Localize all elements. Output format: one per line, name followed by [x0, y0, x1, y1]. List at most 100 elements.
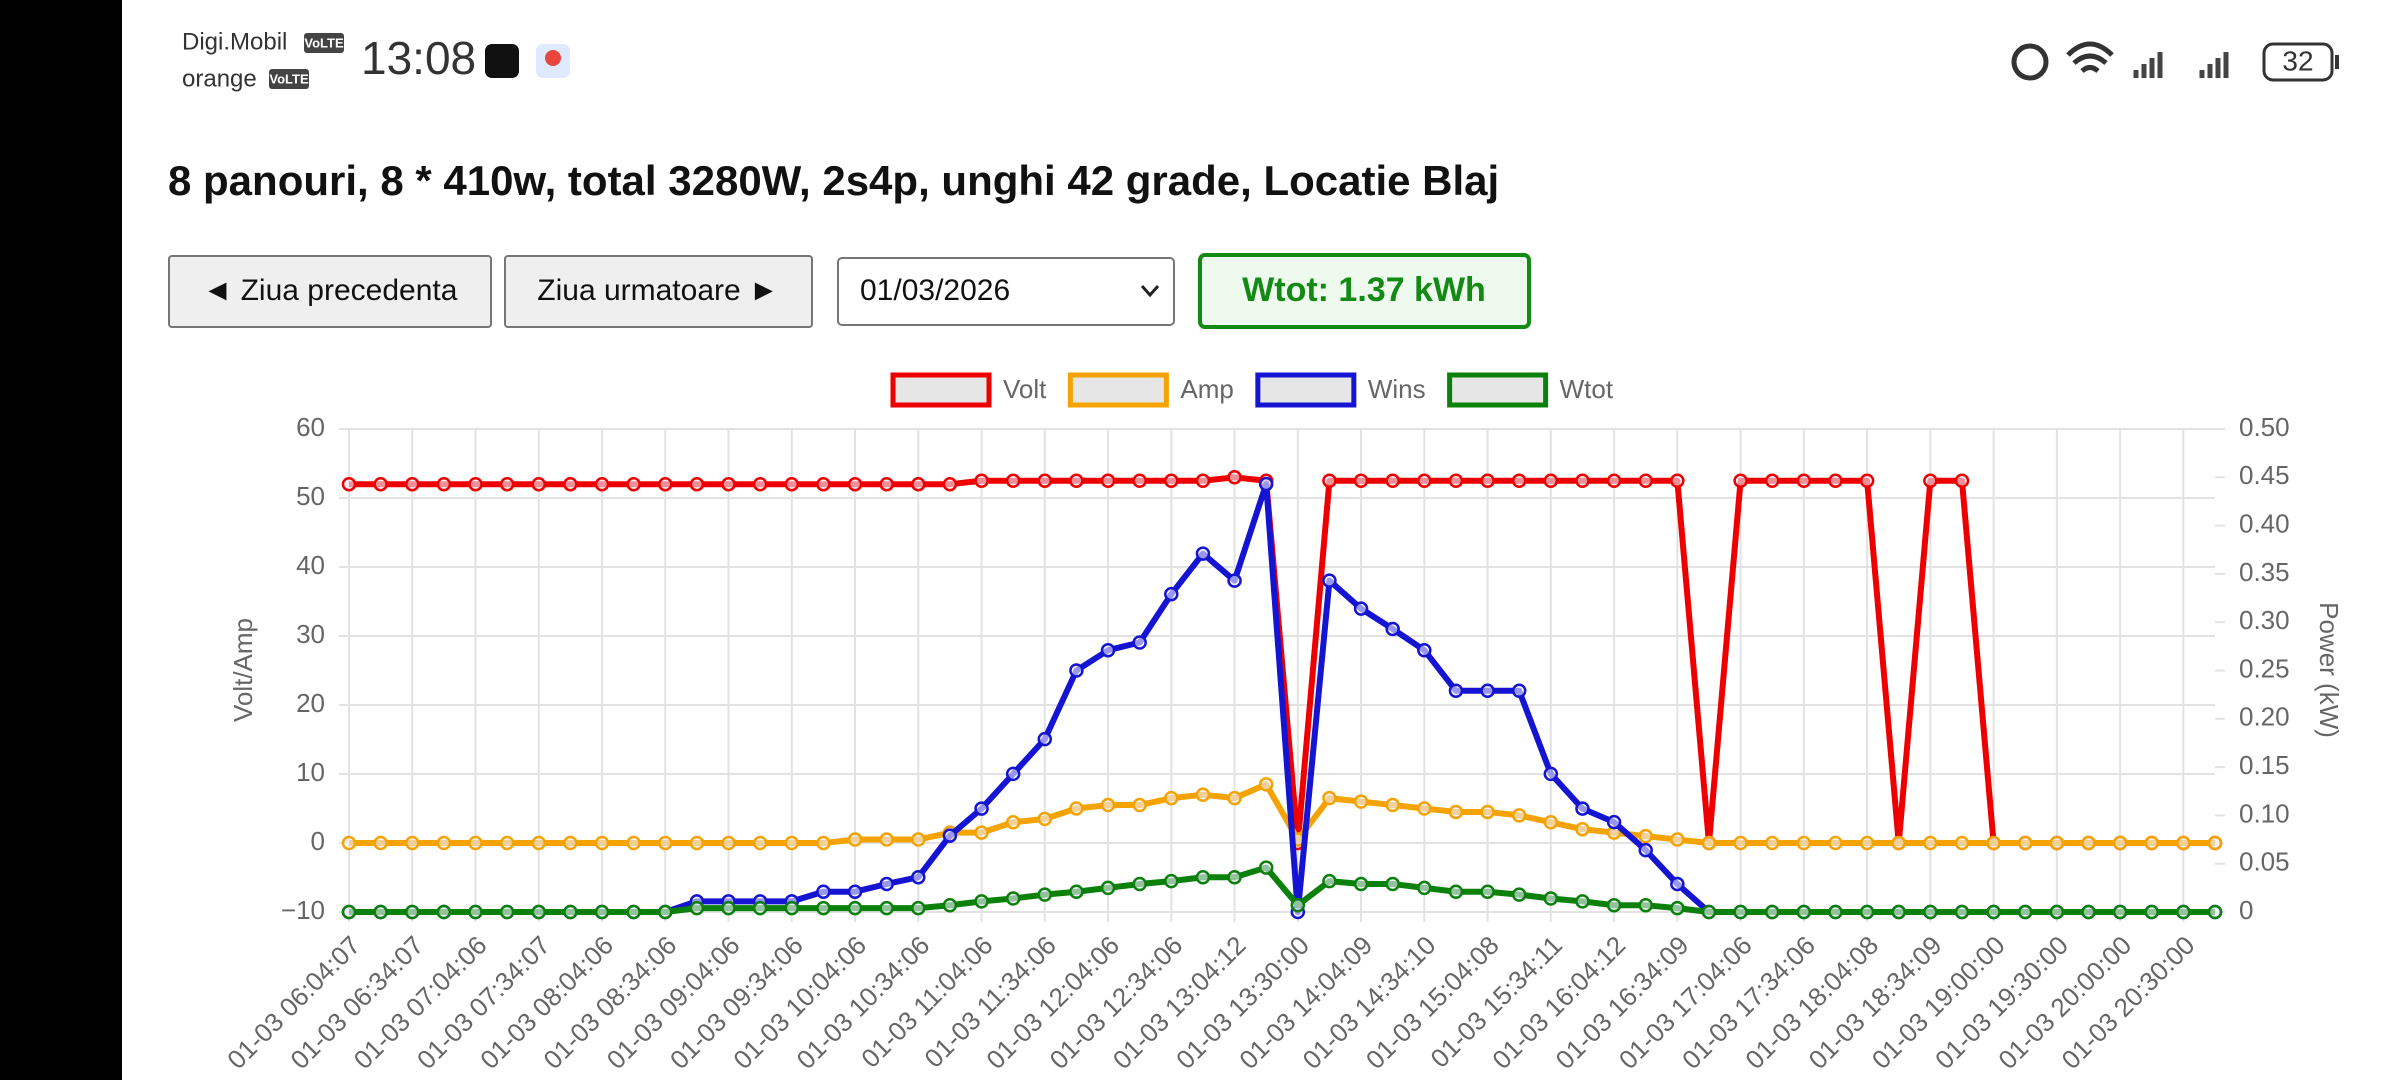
data-point — [1923, 904, 1938, 920]
data-point — [626, 835, 641, 851]
data-point — [2049, 835, 2065, 851]
data-point — [847, 476, 863, 492]
y2-tick-label: 0 — [2239, 895, 2253, 925]
data-point — [784, 835, 800, 851]
data-point — [2081, 904, 2096, 920]
data-point — [499, 835, 515, 851]
data-point — [1448, 473, 1464, 488]
data-point — [1227, 790, 1242, 806]
data-point — [1859, 904, 1875, 920]
data-point — [1828, 835, 1843, 851]
legend-swatch — [1255, 372, 1357, 408]
y2-tick-label: 0.45 — [2239, 460, 2290, 490]
data-point — [1543, 766, 1559, 782]
data-point — [1005, 815, 1021, 830]
data-point — [1100, 797, 1116, 813]
data-point — [1227, 470, 1242, 485]
data-point — [1891, 904, 1906, 920]
data-point — [405, 904, 420, 920]
y-tick-label: 0 — [311, 826, 325, 856]
data-point — [468, 476, 483, 492]
data-point — [1417, 642, 1432, 658]
data-point — [1417, 473, 1432, 488]
wtot-box — [1198, 253, 1531, 329]
data-point — [816, 835, 831, 851]
legend-label: Volt — [1003, 374, 1047, 404]
data-point — [1164, 873, 1179, 889]
legend-label: Amp — [1180, 374, 1233, 404]
data-point — [721, 900, 736, 916]
data-point — [1796, 473, 1812, 488]
data-point — [1606, 473, 1622, 488]
prev-button[interactable] — [168, 255, 492, 328]
data-point — [405, 835, 420, 851]
data-point — [847, 832, 863, 847]
data-point — [1670, 473, 1685, 488]
data-point — [531, 476, 547, 492]
data-point — [1164, 790, 1179, 806]
data-point — [2176, 904, 2191, 920]
data-point — [594, 904, 610, 920]
next-button[interactable] — [504, 255, 813, 328]
data-point — [1828, 473, 1843, 488]
data-point — [1543, 815, 1559, 830]
data-point — [1005, 473, 1021, 488]
data-point — [1764, 473, 1780, 488]
legend-swatch — [1447, 372, 1549, 408]
date-select[interactable] — [837, 257, 1175, 326]
data-point — [1258, 860, 1274, 875]
volte: VoLTE — [304, 35, 344, 50]
data-point — [1986, 904, 2001, 920]
data-point — [2144, 904, 2159, 920]
battery — [2262, 42, 2334, 82]
data-point — [1100, 642, 1116, 658]
next-button-label[interactable]: Ziua urmatoare ► — [537, 274, 778, 307]
data-point — [721, 476, 736, 492]
battery-tip — [2335, 55, 2339, 69]
data-point — [1511, 683, 1527, 699]
data-point — [1480, 884, 1495, 899]
data-point — [563, 835, 578, 851]
series-line — [349, 781, 2215, 846]
data-point — [341, 904, 357, 920]
data-point — [847, 900, 863, 916]
data-point — [1986, 835, 2001, 851]
data-point — [1290, 897, 1306, 913]
prev-button-label[interactable]: ◄ Ziua precedenta — [203, 274, 458, 307]
data-point — [594, 835, 610, 851]
data-point — [1638, 897, 1653, 913]
data-point — [1322, 873, 1337, 889]
left-bar — [0, 0, 122, 1080]
data-point — [2049, 904, 2065, 920]
data-point — [1100, 880, 1116, 896]
date-select-value[interactable]: 01/03/2026 — [860, 274, 1010, 307]
data-point — [1037, 473, 1053, 488]
data-point — [879, 876, 894, 892]
y2-tick-label: 0.35 — [2239, 557, 2290, 587]
data-point — [1511, 473, 1527, 488]
data-point — [1733, 904, 1748, 920]
y2-tick-label: 0.15 — [2239, 750, 2290, 780]
data-point — [1353, 473, 1369, 488]
volte-badge — [269, 69, 309, 89]
data-point — [816, 900, 831, 916]
data-point — [2112, 835, 2128, 851]
data-point — [1132, 876, 1147, 892]
data-point — [594, 476, 610, 492]
y-tick-label: 60 — [296, 412, 325, 442]
y-tick-label: 10 — [296, 757, 325, 787]
data-point — [1227, 869, 1242, 885]
data-point — [1132, 635, 1147, 650]
alarm-icon — [2011, 43, 2049, 81]
data-point — [784, 900, 800, 916]
select-arrow — [1140, 285, 1160, 298]
carrier: Digi.Mobil — [182, 28, 287, 55]
y2-tick-label: 0.40 — [2239, 508, 2290, 538]
data-point — [974, 894, 989, 909]
data-point — [942, 828, 958, 843]
data-point — [1353, 876, 1369, 892]
data-point — [436, 835, 452, 851]
data-point — [879, 476, 894, 492]
data-point — [1480, 683, 1495, 699]
